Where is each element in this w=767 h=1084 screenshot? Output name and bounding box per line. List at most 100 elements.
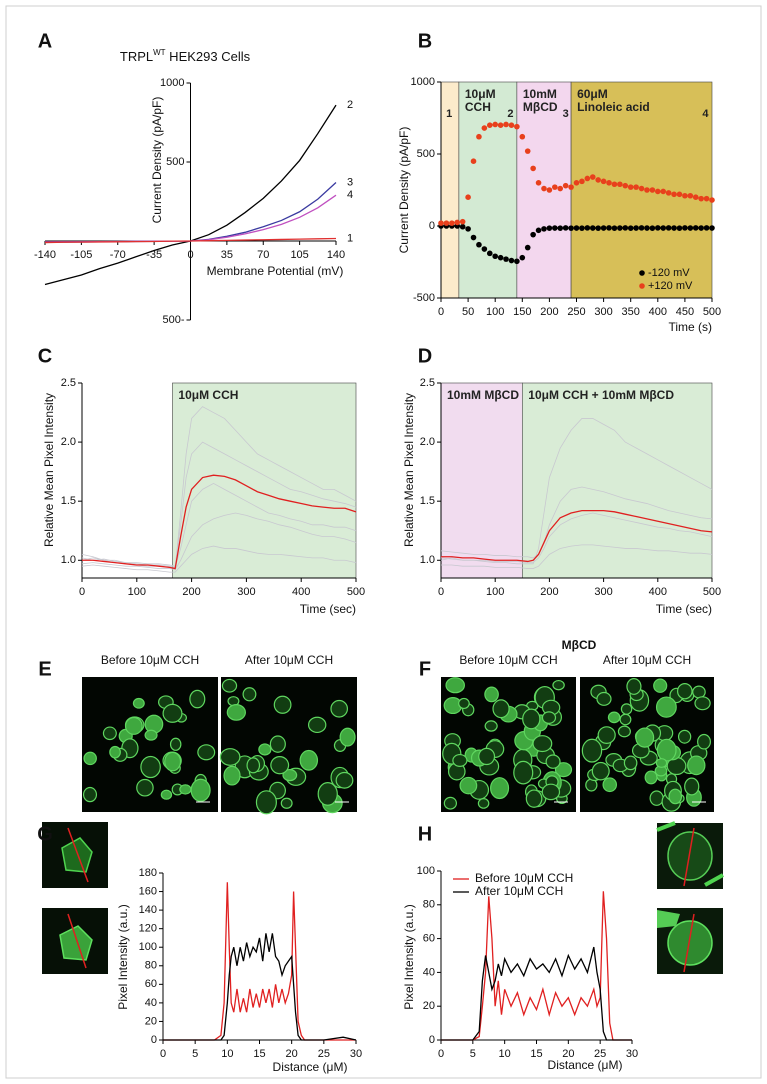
data-point (524, 148, 531, 154)
data-point (514, 258, 520, 265)
x-tick-label: 500 (703, 306, 721, 318)
image-title: MβCD (562, 638, 597, 652)
y-tick-label: 500 (417, 148, 435, 160)
y-tick-label: 120 (139, 923, 157, 935)
cell (280, 797, 293, 809)
data-point (676, 225, 683, 231)
cell (445, 677, 465, 694)
y-tick-label: 0 (429, 220, 435, 232)
x-tick-label: 10 (499, 1048, 511, 1060)
cell (541, 783, 561, 801)
data-point (709, 197, 715, 203)
data-point (589, 225, 596, 231)
y-axis-label: Relative Mean Pixel Intensity (42, 393, 56, 547)
cell (694, 696, 711, 711)
cell (83, 751, 97, 766)
cell (255, 790, 277, 815)
cell (655, 696, 677, 718)
data-point (443, 220, 450, 226)
data-point (481, 125, 488, 131)
cell (335, 771, 354, 789)
data-point (703, 225, 710, 231)
data-point (671, 191, 677, 198)
data-point (535, 180, 542, 186)
x-tick-label: 15 (253, 1048, 265, 1060)
y-tick-label: 160 (139, 885, 157, 897)
series-line (163, 933, 357, 1041)
data-point (454, 219, 461, 226)
frame (5, 5, 762, 1079)
y-tick-label: 100 (417, 865, 435, 877)
data-point (546, 187, 553, 193)
data-point (644, 225, 650, 231)
x-tick-label: 5 (192, 1048, 198, 1060)
x-tick-label: 200 (182, 586, 200, 598)
data-point (519, 133, 526, 140)
cell (258, 743, 272, 756)
series-line (441, 509, 713, 563)
cell (635, 727, 655, 748)
cell (189, 689, 206, 709)
cell-image (42, 908, 108, 974)
cell (552, 679, 565, 691)
x-tick-label: 500 (703, 586, 721, 598)
cell (109, 745, 121, 759)
data-point (481, 246, 488, 252)
y-tick-label: 140 (139, 904, 157, 916)
data-point (627, 225, 634, 231)
y-tick-label: 500 (166, 156, 184, 168)
series-line (81, 482, 357, 568)
data-point (676, 191, 683, 198)
data-point (492, 121, 499, 128)
cell (620, 703, 633, 715)
title-part: HEK293 Cells (166, 49, 251, 64)
cell (554, 762, 573, 778)
data-point (470, 234, 477, 241)
x-tick-label: 70 (257, 249, 269, 261)
cell (82, 786, 98, 803)
cell-image (657, 908, 723, 974)
data-point (611, 181, 618, 188)
legend-label: -120 mV (648, 267, 690, 279)
x-tick-label: -105 (70, 249, 92, 261)
series-label: 1 (347, 232, 353, 244)
cell (591, 761, 610, 781)
series-line (441, 946, 632, 1041)
cell (602, 777, 618, 793)
data-point (617, 181, 623, 188)
y-tick-label: 2.0 (420, 436, 435, 448)
x-tick-label: 0 (79, 586, 85, 598)
data-point (622, 225, 629, 231)
micrograph (580, 677, 714, 812)
y-tick-label: 80 (423, 899, 435, 911)
x-tick-label: 0 (438, 1048, 444, 1060)
y-tick-label: 2.5 (61, 377, 76, 389)
cell (649, 790, 664, 806)
title-part: WT (153, 48, 166, 57)
cell (144, 729, 158, 741)
cell (597, 726, 616, 744)
cell (339, 727, 356, 747)
legend-label: Before 10μM CCH (475, 871, 573, 885)
series-line (163, 882, 356, 1041)
x-tick-label: 450 (676, 306, 694, 318)
cell (197, 744, 216, 761)
cell (452, 753, 468, 767)
x-tick-label: 250 (567, 306, 585, 318)
x-tick-label: 100 (486, 586, 504, 598)
x-tick-label: 350 (622, 306, 640, 318)
cell (532, 735, 553, 753)
y-tick-label: 2.5 (420, 377, 435, 389)
cell-image (42, 822, 108, 888)
data-point (530, 165, 536, 172)
data-point (508, 122, 515, 128)
micrograph (441, 677, 576, 812)
data-point (584, 175, 591, 182)
data-point (682, 192, 688, 199)
cell (219, 748, 241, 766)
data-point (557, 225, 564, 231)
data-point (573, 180, 580, 186)
cell (221, 678, 238, 693)
x-tick-label: 30 (350, 1048, 362, 1060)
